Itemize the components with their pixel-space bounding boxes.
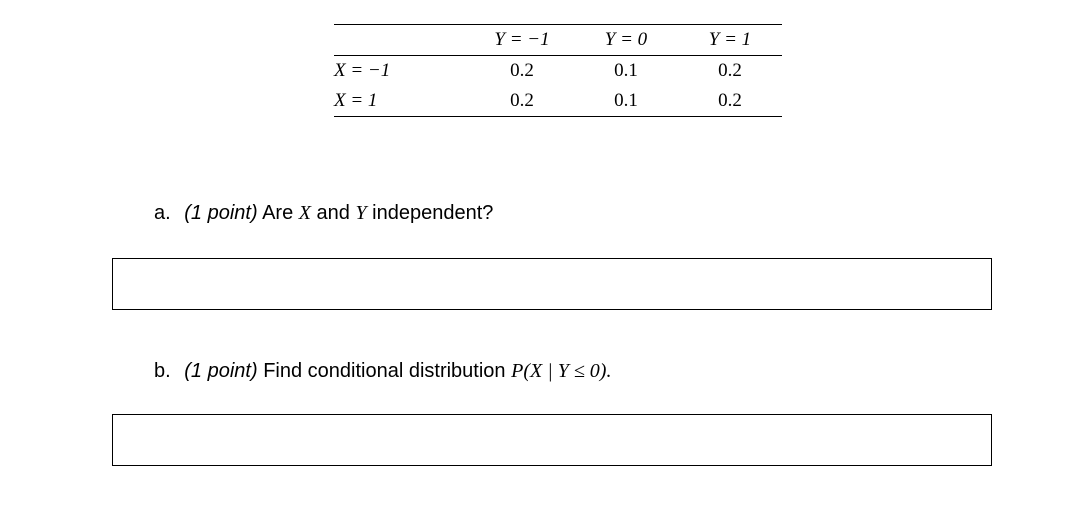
table-cell: 0.1 — [574, 56, 678, 87]
table-cell: 0.1 — [574, 86, 678, 117]
question-text: Are — [262, 202, 299, 224]
page-container: Y = −1 Y = 0 Y = 1 X = −1 0.2 0.1 0.2 X … — [0, 0, 1067, 515]
table-row: X = 1 0.2 0.1 0.2 — [334, 86, 782, 117]
question-text: and — [311, 202, 355, 224]
row-header: X = −1 — [334, 56, 470, 87]
question-points: (1 point) — [184, 202, 257, 224]
math-var: X — [299, 202, 311, 224]
probability-table: Y = −1 Y = 0 Y = 1 X = −1 0.2 0.1 0.2 X … — [334, 24, 782, 117]
question-b: b. (1 point) Find conditional distributi… — [154, 360, 611, 383]
question-text: Find conditional distribution — [263, 360, 511, 382]
answer-box-b[interactable] — [112, 414, 992, 466]
math-var: Y — [355, 202, 366, 224]
table-row: X = −1 0.2 0.1 0.2 — [334, 56, 782, 87]
question-text: independent? — [367, 202, 494, 224]
question-label: a. — [154, 202, 171, 224]
question-label: b. — [154, 360, 171, 382]
question-points: (1 point) — [184, 360, 257, 382]
row-header: X = 1 — [334, 86, 470, 117]
table-cell: 0.2 — [470, 86, 574, 117]
col-header: Y = −1 — [470, 25, 574, 56]
table-header-row: Y = −1 Y = 0 Y = 1 — [334, 25, 782, 56]
table-cell: 0.2 — [678, 56, 782, 87]
col-header: Y = 1 — [678, 25, 782, 56]
question-a: a. (1 point) Are X and Y independent? — [154, 202, 493, 225]
math-expression: P(X | Y ≤ 0). — [511, 360, 611, 382]
table-cell: 0.2 — [678, 86, 782, 117]
col-header: Y = 0 — [574, 25, 678, 56]
answer-box-a[interactable] — [112, 258, 992, 310]
table-cell: 0.2 — [470, 56, 574, 87]
